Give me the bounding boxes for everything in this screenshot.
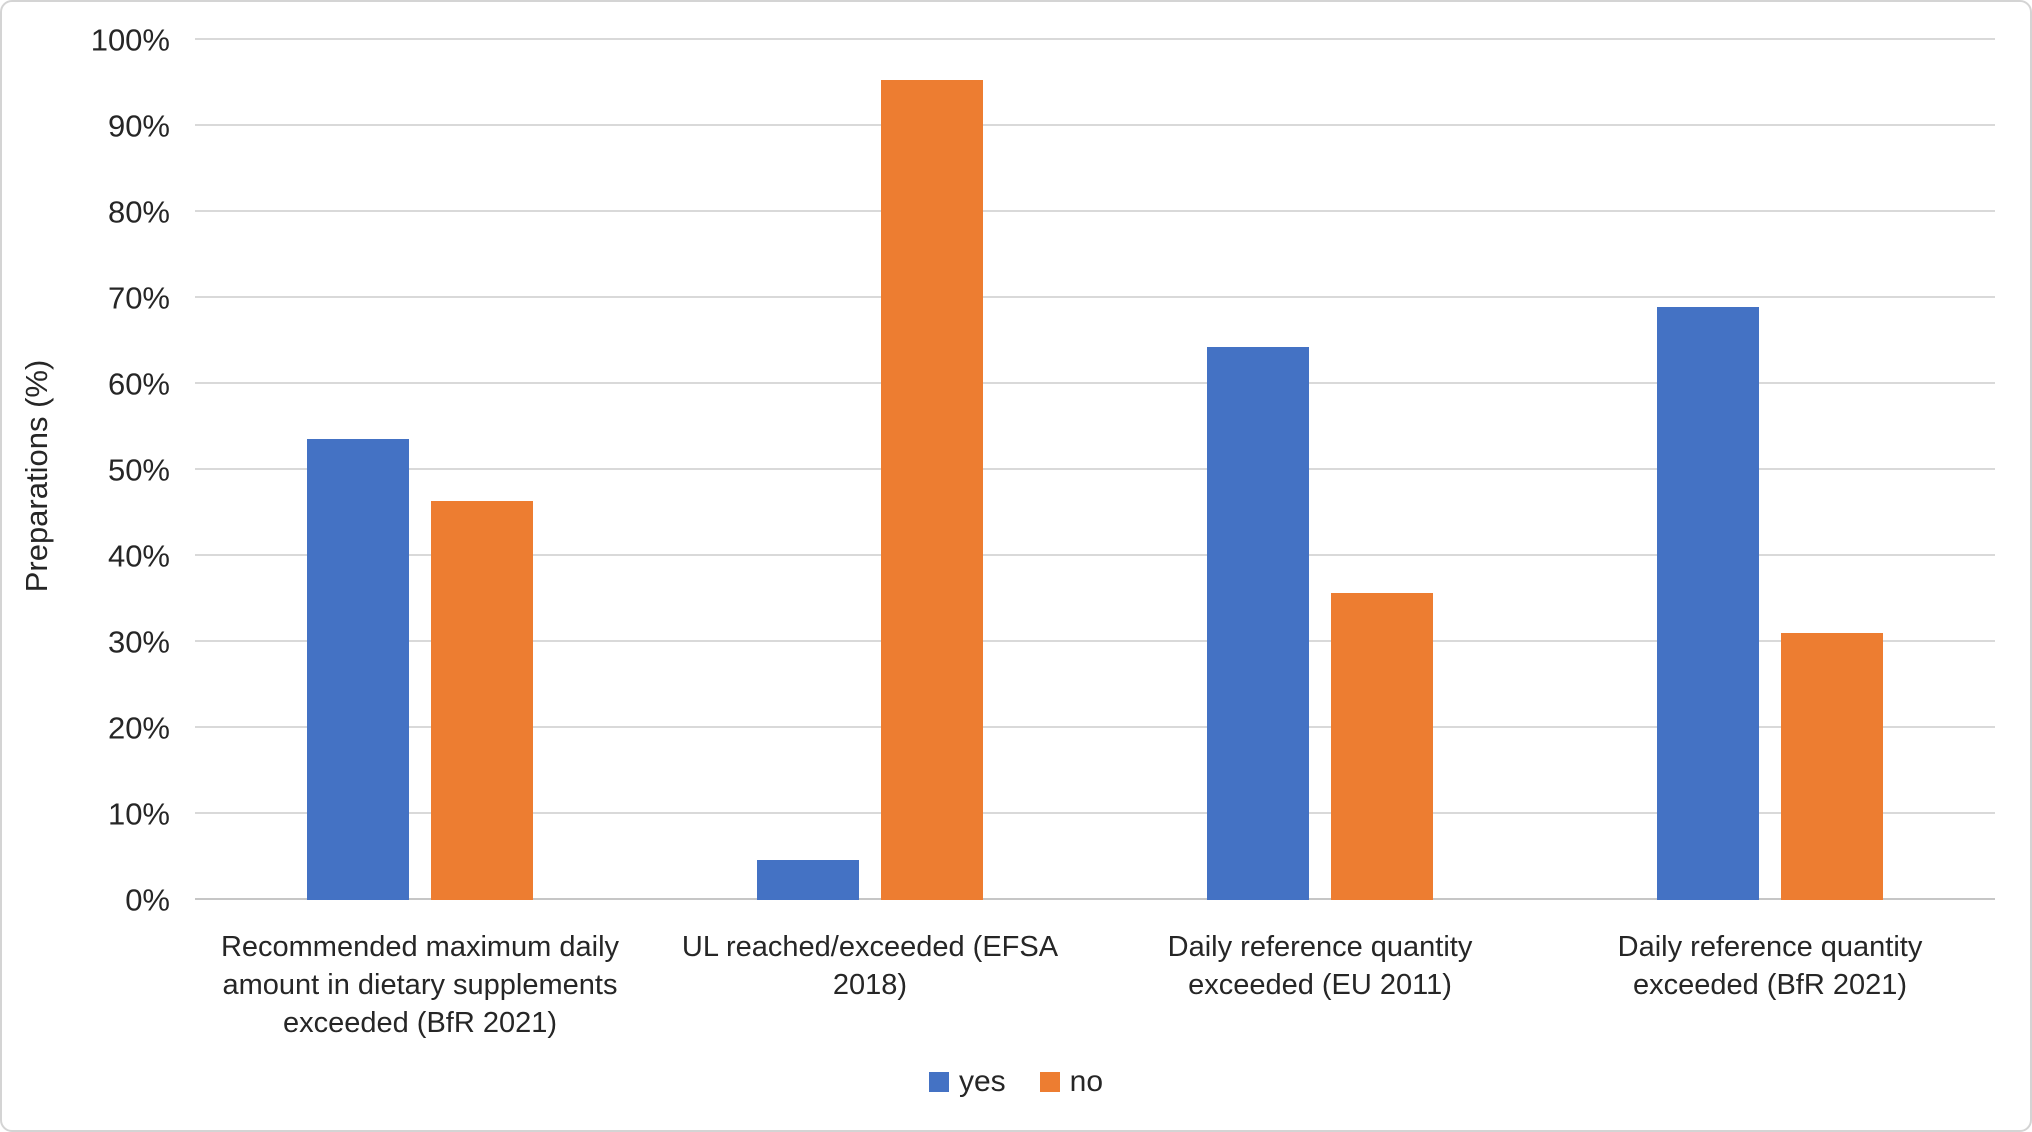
legend-item-yes: yes: [928, 1065, 1006, 1098]
legend: yes no: [2, 1060, 2030, 1104]
bar-group-3: [1095, 40, 1545, 900]
y-tick-label-80%: 80%: [107, 194, 170, 230]
x-category-label-1: Recommended maximum daily amount in diet…: [220, 931, 620, 1039]
bar-group-1: [195, 40, 645, 900]
gridline-10%: [195, 812, 1995, 814]
bar-group-4: [1545, 40, 1995, 900]
y-tick-label-90%: 90%: [107, 108, 170, 144]
gridline-50%: [195, 468, 1995, 470]
bar-no-group-3: [1331, 592, 1433, 900]
legend-label-no: no: [1069, 1065, 1104, 1098]
bar-groups: [195, 40, 1995, 900]
bar-yes-group-4: [1657, 306, 1759, 900]
bar-no-group-2: [881, 79, 983, 900]
bar-yes-group-2: [757, 860, 859, 900]
x-category-label-4: Daily reference quantity exceeded (BfR 2…: [1617, 931, 1923, 1001]
gridline-30%: [195, 640, 1995, 642]
y-tick-label-70%: 70%: [107, 280, 170, 316]
gridline-40%: [195, 554, 1995, 556]
y-tick-label-100%: 100%: [90, 22, 170, 58]
x-axis-line: [195, 898, 1995, 900]
y-tick-label-30%: 30%: [107, 624, 170, 660]
gridline-80%: [195, 210, 1995, 212]
y-tick-label-40%: 40%: [107, 538, 170, 574]
x-category-label-3: Daily reference quantity exceeded (EU 20…: [1167, 931, 1473, 1001]
y-tick-label-10%: 10%: [107, 796, 170, 832]
legend-label-yes: yes: [958, 1065, 1006, 1098]
legend-item-no: no: [1039, 1065, 1104, 1098]
gridline-100%: [195, 38, 1995, 40]
x-axis-category-labels: Recommended maximum daily amount in diet…: [195, 928, 1995, 1042]
plot-area: [195, 38, 1995, 900]
bar-no-group-4: [1781, 633, 1883, 900]
y-tick-label-60%: 60%: [107, 366, 170, 402]
y-tick-label-50%: 50%: [107, 452, 170, 488]
legend-swatch-yes-icon: [928, 1072, 949, 1092]
gridline-70%: [195, 296, 1995, 298]
y-tick-label-0%: 0%: [125, 882, 170, 918]
gridline-60%: [195, 382, 1995, 384]
x-category-label-2: UL reached/exceeded (EFSA 2018): [681, 931, 1059, 1001]
bar-no-group-1: [431, 500, 533, 900]
legend-swatch-no-icon: [1039, 1072, 1060, 1092]
gridline-20%: [195, 726, 1995, 728]
y-axis-tick-labels: 0% 10% 20% 30% 40% 50% 60% 70% 80% 90% 100%: [2, 25, 170, 916]
bar-yes-group-3: [1207, 347, 1309, 900]
bar-group-2: [645, 40, 1095, 900]
bar-yes-group-1: [307, 439, 409, 900]
y-tick-label-20%: 20%: [107, 710, 170, 746]
gridline-90%: [195, 124, 1995, 126]
